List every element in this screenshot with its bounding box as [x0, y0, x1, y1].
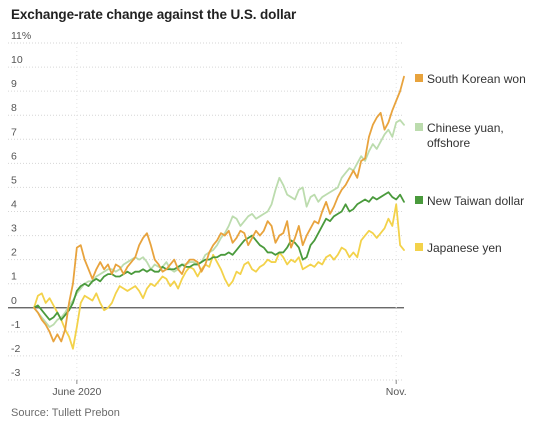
y-tick-label: 9 — [11, 78, 17, 90]
legend-swatch — [415, 123, 423, 131]
y-tick-label: 4 — [11, 199, 17, 211]
y-tick-label: 0 — [11, 295, 17, 307]
series-layer — [33, 75, 405, 350]
y-tick-label: 8 — [11, 102, 17, 114]
legend-swatch — [415, 74, 423, 82]
y-tick-label: -3 — [11, 367, 20, 379]
source-note: Source: Tullett Prebon — [11, 407, 120, 419]
chart-title: Exchange-rate change against the U.S. do… — [11, 7, 297, 22]
legend-swatch — [415, 196, 423, 204]
legend: South Korean won Chinese yuan,offshore New… — [415, 72, 526, 255]
series-line-chinese-yuan-offshore — [33, 119, 405, 328]
y-tick-label: 1 — [11, 271, 17, 283]
x-tick-label: June 2020 — [52, 386, 101, 398]
x-tick-label: Nov. — [386, 386, 407, 398]
legend-label: Chinese yuan, — [427, 121, 504, 135]
legend-label: offshore — [427, 136, 470, 150]
y-tick-label: -1 — [11, 319, 20, 331]
grid-layer — [8, 42, 404, 381]
series-line-south-korean-won — [33, 75, 405, 343]
y-tick-label: 5 — [11, 174, 17, 186]
series-line-new-taiwan-dollar — [33, 191, 405, 321]
legend-label: Japanese yen — [427, 241, 502, 255]
y-tick-label: 6 — [11, 150, 17, 162]
y-tick-label: 3 — [11, 223, 17, 235]
y-tick-label: 7 — [11, 126, 17, 138]
series-line-japanese-yen — [33, 203, 405, 350]
y-tick-label: 11% — [11, 30, 31, 42]
y-tick-label: 2 — [11, 247, 17, 259]
legend-swatch — [415, 243, 423, 251]
y-tick-label: 10 — [11, 54, 23, 66]
legend-label: South Korean won — [427, 72, 526, 86]
legend-label: New Taiwan dollar — [427, 194, 524, 208]
y-tick-label: -2 — [11, 343, 20, 355]
